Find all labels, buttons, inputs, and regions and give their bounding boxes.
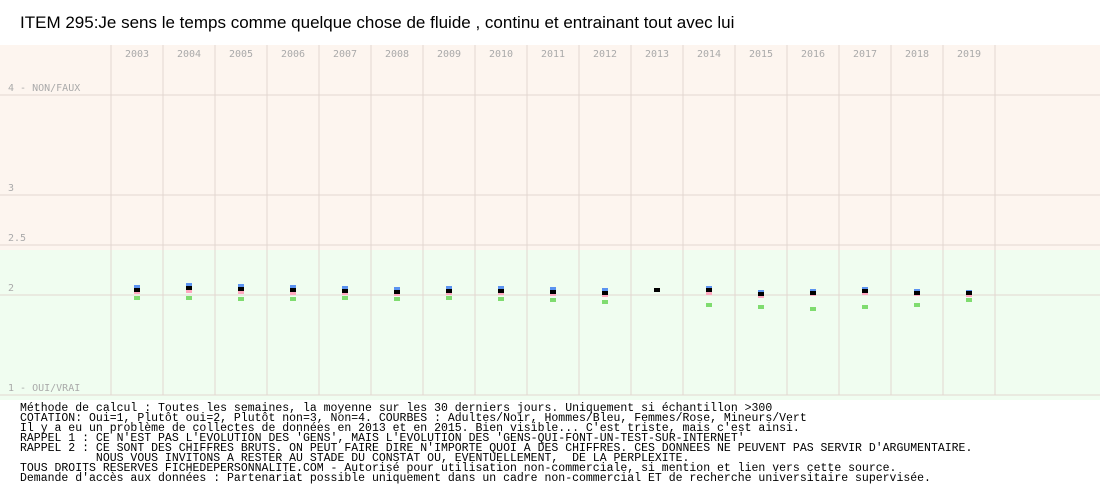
chart-title: ITEM 295:Je sens le temps comme quelque … — [20, 13, 734, 32]
lower-zone — [0, 250, 1100, 400]
point — [290, 288, 296, 292]
point — [238, 284, 244, 288]
point — [342, 289, 348, 293]
x-tick-label: 2018 — [905, 49, 929, 60]
point — [654, 288, 660, 292]
note: COTATION: Oui=1, Plutôt oui=2, Plutôt no… — [20, 412, 807, 425]
note: RAPPEL 2 : CE SONT DES CHIFFRES BRUTS. O… — [20, 442, 972, 455]
note: Méthode de calcul : Toutes les semaines,… — [20, 402, 772, 415]
point — [186, 289, 192, 293]
x-tick-label: 2016 — [801, 49, 825, 60]
point — [966, 291, 972, 295]
y-tick-label: 3 — [8, 183, 14, 194]
point — [602, 288, 608, 292]
x-tick-label: 2017 — [853, 49, 877, 60]
y-tick-label: 4 - NON/FAUX — [8, 83, 80, 94]
x-tick-label: 2006 — [281, 49, 305, 60]
point — [706, 288, 712, 292]
upper-zone — [0, 45, 1100, 250]
point — [550, 290, 556, 294]
point — [290, 291, 296, 295]
x-tick-label: 2019 — [957, 49, 981, 60]
note: TOUS DROITS RESERVES FICHEDEPERSONNALITE… — [20, 462, 896, 475]
point — [446, 289, 452, 293]
x-tick-label: 2007 — [333, 49, 357, 60]
x-tick-label: 2008 — [385, 49, 409, 60]
point — [394, 287, 400, 291]
point — [758, 292, 764, 296]
point — [602, 300, 608, 304]
point — [550, 298, 556, 302]
point — [238, 290, 244, 294]
point — [290, 297, 296, 301]
point — [810, 307, 816, 311]
point — [134, 288, 140, 292]
point — [550, 287, 556, 291]
point — [186, 296, 192, 300]
y-tick-label: 2.5 — [8, 233, 26, 244]
point — [498, 286, 504, 290]
point — [394, 297, 400, 301]
point — [134, 285, 140, 289]
point — [342, 286, 348, 290]
x-tick-label: 2004 — [177, 49, 201, 60]
point — [706, 303, 712, 307]
x-tick-label: 2014 — [697, 49, 721, 60]
x-tick-label: 2013 — [645, 49, 669, 60]
x-tick-label: 2005 — [229, 49, 253, 60]
point — [446, 296, 452, 300]
point — [966, 298, 972, 302]
point — [134, 296, 140, 300]
point — [810, 291, 816, 295]
point — [290, 285, 296, 289]
x-tick-label: 2015 — [749, 49, 773, 60]
note: RAPPEL 1 : CE N'EST PAS L'EVOLUTION DES … — [20, 432, 745, 445]
note: Il y a eu un problème de collectes de do… — [20, 422, 800, 435]
y-tick-label: 1 - OUI/VRAI — [8, 383, 80, 394]
point — [498, 289, 504, 293]
point — [498, 297, 504, 301]
note: Demande d'accès aux données : Partenaria… — [20, 472, 931, 485]
point — [186, 283, 192, 287]
point — [394, 290, 400, 294]
x-tick-label: 2012 — [593, 49, 617, 60]
point — [238, 297, 244, 301]
x-tick-label: 2010 — [489, 49, 513, 60]
note: NOUS VOUS INVITONS A RESTER AU STADE DU … — [20, 452, 689, 465]
x-tick-label: 2009 — [437, 49, 461, 60]
x-tick-label: 2011 — [541, 49, 565, 60]
point — [758, 305, 764, 309]
point — [706, 291, 712, 295]
point — [446, 286, 452, 290]
point — [862, 305, 868, 309]
point — [342, 296, 348, 300]
y-tick-label: 2 — [8, 283, 14, 294]
x-tick-label: 2003 — [125, 49, 149, 60]
point — [186, 286, 192, 290]
point — [914, 291, 920, 295]
point — [862, 289, 868, 293]
point — [602, 291, 608, 295]
point — [914, 303, 920, 307]
point — [238, 287, 244, 291]
